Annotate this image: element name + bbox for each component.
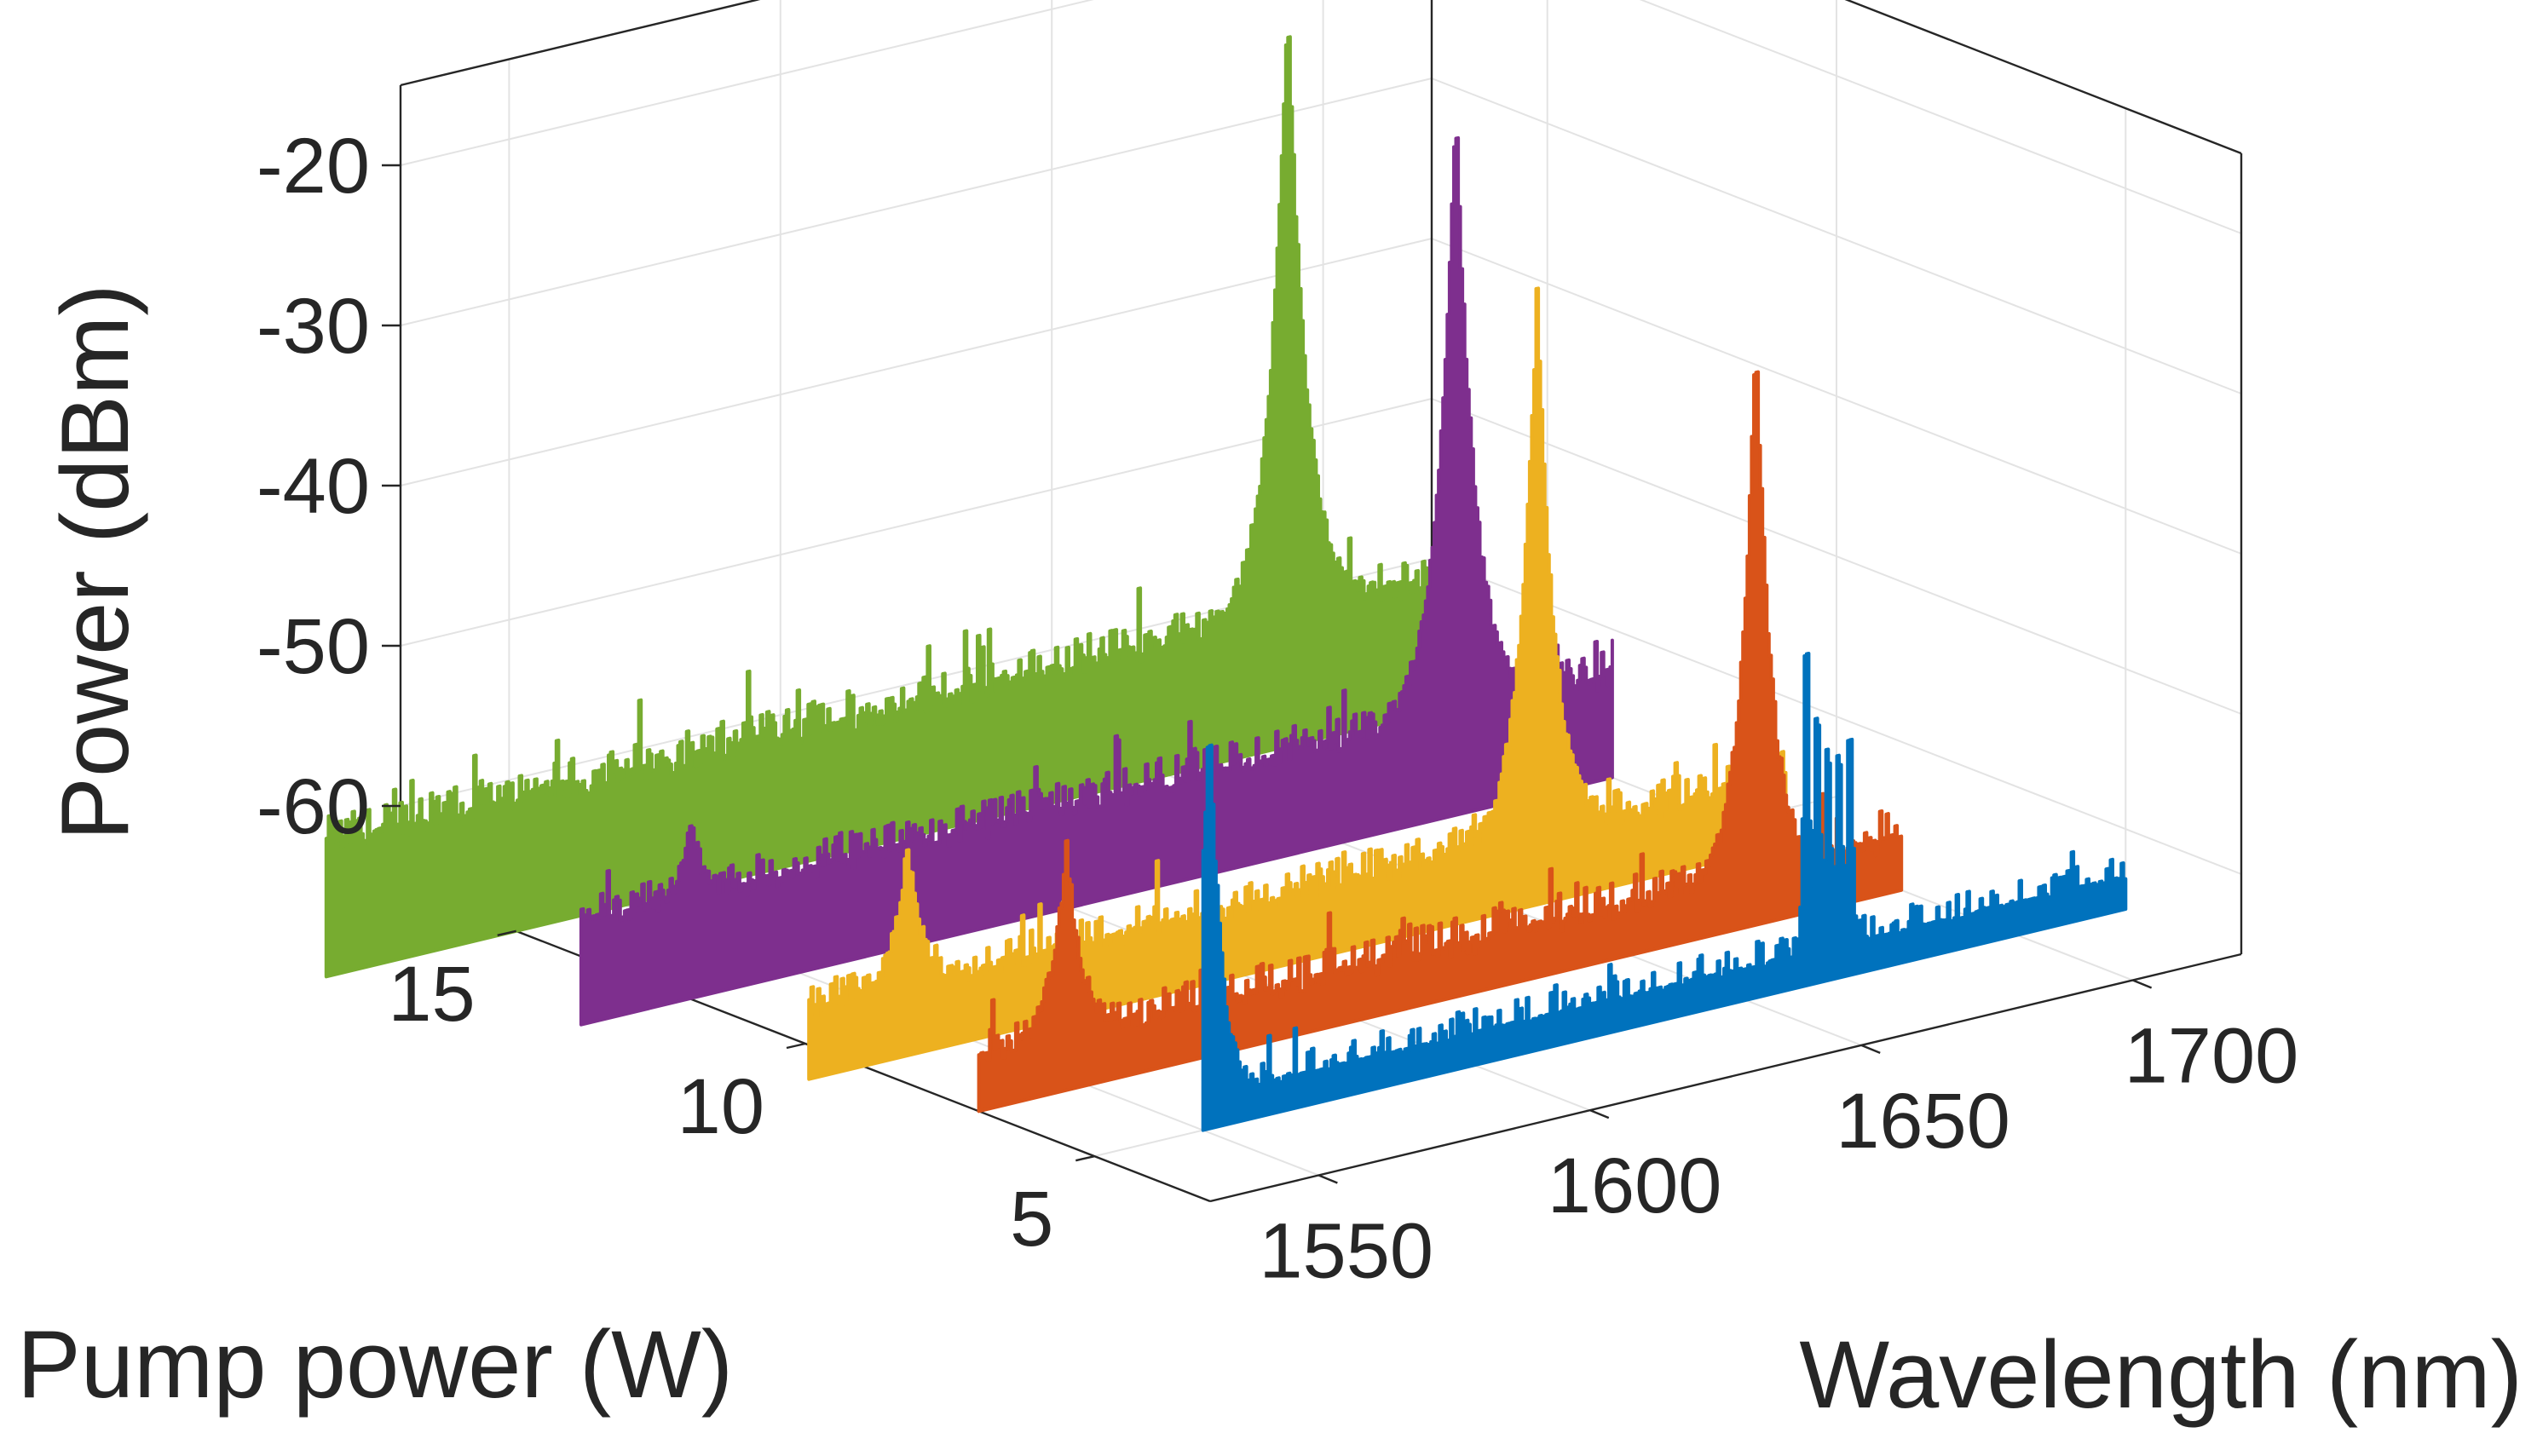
z-tick-label: -60 bbox=[257, 763, 370, 850]
z-tick-label: -40 bbox=[257, 443, 370, 530]
x-tick-mark bbox=[1860, 1044, 1881, 1054]
x-tick-label: 1700 bbox=[2125, 1013, 2299, 1100]
x-axis-line bbox=[1209, 952, 2242, 1203]
z-tick-label: -20 bbox=[257, 123, 370, 210]
z-tick-label: -30 bbox=[257, 283, 370, 370]
y-tick-mark bbox=[1075, 1154, 1095, 1162]
x-tick-label: 1550 bbox=[1259, 1207, 1433, 1294]
x-tick-label: 1650 bbox=[1836, 1078, 2010, 1165]
z-axis-label: Power (dBm) bbox=[42, 284, 148, 840]
series-layer bbox=[324, 35, 2128, 1132]
x-tick-mark bbox=[1318, 1174, 1338, 1184]
y-tick-mark bbox=[786, 1042, 806, 1050]
grid-line-z-back bbox=[400, 238, 1433, 486]
tick-layer: -60 -50 -40 -30 -20 1550 1600 1650 1700 5 10 15 bbox=[257, 123, 2298, 1294]
y-tick-label: 15 bbox=[388, 951, 475, 1038]
series-15w-spectrum bbox=[324, 35, 1440, 979]
x-tick-mark bbox=[1589, 1109, 1610, 1119]
series-9w-spectrum bbox=[807, 286, 1788, 1081]
y-tick-label: 5 bbox=[1010, 1176, 1053, 1263]
x-axis-label: Wavelength (nm) bbox=[1799, 1321, 2523, 1428]
grid-line-z-back bbox=[400, 398, 1433, 647]
x-tick-label: 1600 bbox=[1548, 1142, 1722, 1229]
box-edge-top-back bbox=[400, 0, 761, 87]
series-7w-spectrum bbox=[977, 370, 1904, 1114]
series-12w-spectrum bbox=[579, 135, 1614, 1027]
grid-line-z-back bbox=[400, 78, 1433, 326]
y-tick-mark bbox=[497, 929, 516, 937]
grid-line-z-back bbox=[400, 0, 1094, 166]
y-axis-label: Pump power (W) bbox=[17, 1311, 733, 1418]
x-tick-mark bbox=[2132, 979, 2153, 989]
axes-box bbox=[399, 0, 2243, 1203]
series-5w-spectrum bbox=[1201, 652, 2128, 1132]
y-tick-label: 10 bbox=[677, 1063, 764, 1150]
z-tick-label: -50 bbox=[257, 603, 370, 690]
box-edge-top-side bbox=[1844, 0, 2242, 155]
